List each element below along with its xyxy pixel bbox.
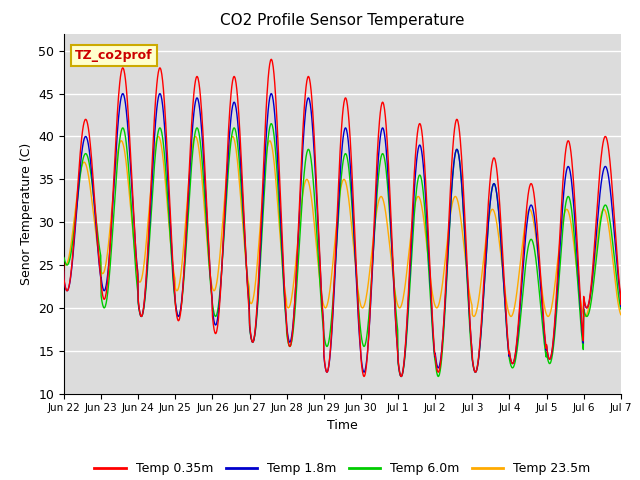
Text: TZ_co2prof: TZ_co2prof [75,49,153,62]
Y-axis label: Senor Temperature (C): Senor Temperature (C) [20,143,33,285]
Legend: Temp 0.35m, Temp 1.8m, Temp 6.0m, Temp 23.5m: Temp 0.35m, Temp 1.8m, Temp 6.0m, Temp 2… [90,457,595,480]
Title: CO2 Profile Sensor Temperature: CO2 Profile Sensor Temperature [220,13,465,28]
X-axis label: Time: Time [327,419,358,432]
